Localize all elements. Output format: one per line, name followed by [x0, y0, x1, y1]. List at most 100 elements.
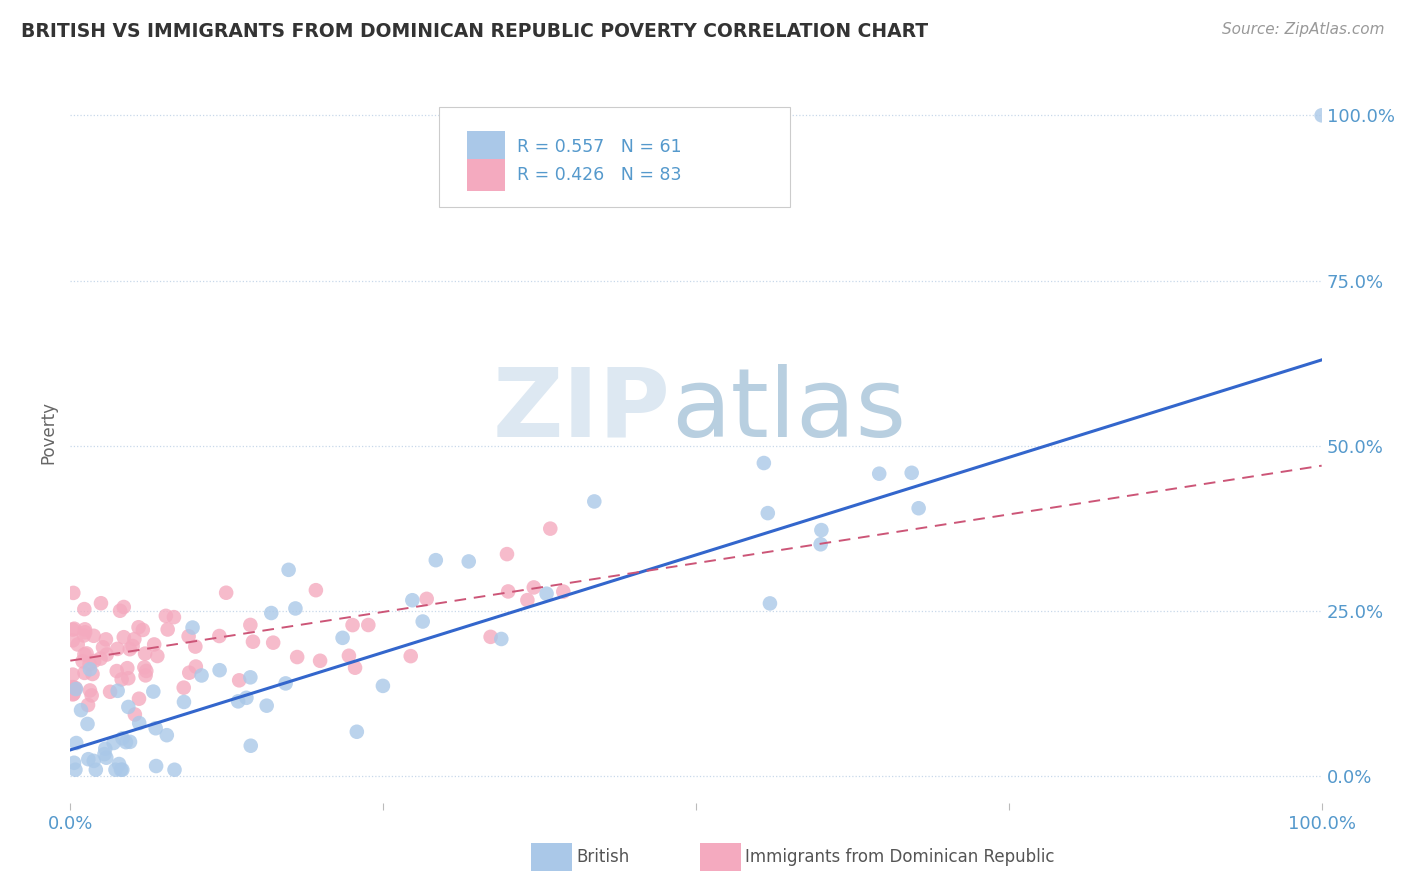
Point [72, 654, 94, 668]
Point [190, 668, 212, 682]
Point [371, 679, 394, 693]
Text: Source: ZipAtlas.com: Source: ZipAtlas.com [1222, 22, 1385, 37]
Point [235, 690, 257, 705]
Point [110, 763, 132, 777]
Point [105, 664, 128, 678]
Point [262, 635, 284, 649]
Point [401, 593, 423, 607]
Text: R = 0.426   N = 83: R = 0.426 N = 83 [517, 166, 682, 184]
Point [1310, 108, 1333, 122]
Point [93, 747, 115, 761]
Point [457, 554, 479, 568]
Point [62, 688, 84, 702]
Point [184, 659, 207, 673]
Point [208, 663, 231, 677]
Point [342, 618, 364, 632]
Point [516, 593, 538, 607]
Point [399, 649, 422, 664]
Point [63, 622, 86, 636]
Point [80, 689, 103, 703]
Point [62, 680, 84, 694]
Point [145, 759, 167, 773]
Point [134, 647, 156, 661]
Point [134, 660, 156, 674]
Text: British: British [576, 848, 630, 866]
Point [156, 623, 179, 637]
Point [73, 628, 96, 642]
Point [121, 639, 143, 653]
Point [425, 553, 447, 567]
Point [112, 630, 135, 644]
Point [184, 640, 207, 654]
Bar [467, 160, 505, 191]
Point [111, 731, 134, 746]
Point [143, 637, 166, 651]
Point [337, 648, 360, 663]
Point [104, 763, 127, 777]
Point [146, 648, 169, 663]
Point [108, 604, 131, 618]
Point [73, 665, 96, 680]
Point [66, 638, 89, 652]
Point [112, 599, 135, 614]
Bar [467, 131, 505, 162]
Point [79, 662, 101, 676]
Point [357, 618, 380, 632]
Point [759, 596, 782, 610]
Point [76, 647, 98, 661]
Point [868, 467, 890, 481]
Point [124, 707, 146, 722]
Point [344, 661, 367, 675]
Point [124, 632, 146, 646]
Point [108, 757, 131, 772]
Point [346, 724, 368, 739]
Point [491, 632, 513, 646]
Point [73, 623, 96, 637]
Point [536, 587, 558, 601]
Point [128, 691, 150, 706]
Point [91, 640, 114, 655]
Point [117, 661, 139, 675]
Point [752, 456, 775, 470]
Point [98, 685, 121, 699]
Point [135, 668, 157, 682]
Point [163, 763, 186, 777]
Point [79, 657, 101, 671]
Point [73, 648, 96, 662]
Point [332, 631, 354, 645]
Point [284, 601, 307, 615]
Point [256, 698, 278, 713]
Point [415, 591, 437, 606]
Point [135, 664, 157, 678]
Point [239, 618, 262, 632]
Point [83, 754, 105, 768]
Point [412, 615, 434, 629]
Point [63, 756, 86, 770]
Point [285, 650, 308, 665]
Point [62, 687, 84, 701]
Point [173, 695, 195, 709]
Point [111, 673, 134, 687]
Point [305, 583, 328, 598]
Point [79, 683, 101, 698]
Point [479, 630, 502, 644]
Point [118, 735, 141, 749]
Point [62, 633, 84, 648]
Point [62, 623, 84, 637]
Point [83, 654, 105, 668]
Text: ZIP: ZIP [494, 364, 671, 457]
Point [274, 676, 297, 690]
Point [810, 523, 832, 537]
Point [181, 621, 204, 635]
Point [63, 681, 86, 695]
Point [75, 625, 97, 640]
Point [83, 629, 105, 643]
Point [128, 620, 150, 634]
Point [228, 673, 250, 688]
Point [208, 629, 231, 643]
Point [179, 665, 201, 680]
Point [65, 681, 87, 695]
Point [142, 684, 165, 698]
Point [105, 641, 128, 656]
Point [553, 584, 575, 599]
